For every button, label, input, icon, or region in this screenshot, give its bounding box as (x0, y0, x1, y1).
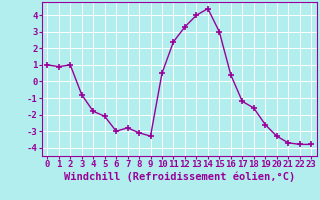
X-axis label: Windchill (Refroidissement éolien,°C): Windchill (Refroidissement éolien,°C) (64, 172, 295, 182)
